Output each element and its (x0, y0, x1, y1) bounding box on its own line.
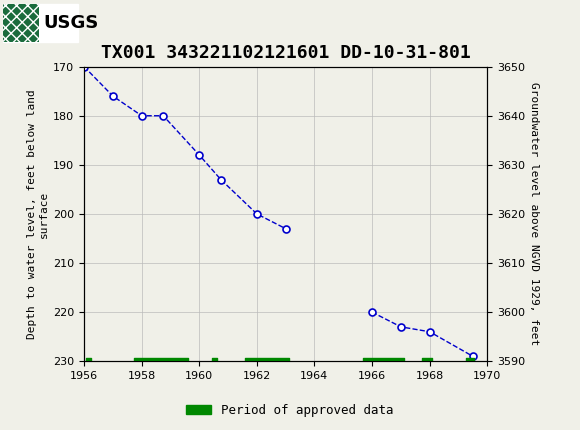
Y-axis label: Depth to water level, feet below land
surface: Depth to water level, feet below land su… (27, 89, 49, 339)
Text: USGS: USGS (44, 14, 99, 31)
FancyBboxPatch shape (3, 3, 39, 42)
Y-axis label: Groundwater level above NGVD 1929, feet: Groundwater level above NGVD 1929, feet (529, 82, 539, 346)
Legend: Period of approved data: Period of approved data (181, 399, 399, 421)
FancyBboxPatch shape (3, 3, 78, 42)
Title: TX001 343221102121601 DD-10-31-801: TX001 343221102121601 DD-10-31-801 (101, 44, 470, 62)
